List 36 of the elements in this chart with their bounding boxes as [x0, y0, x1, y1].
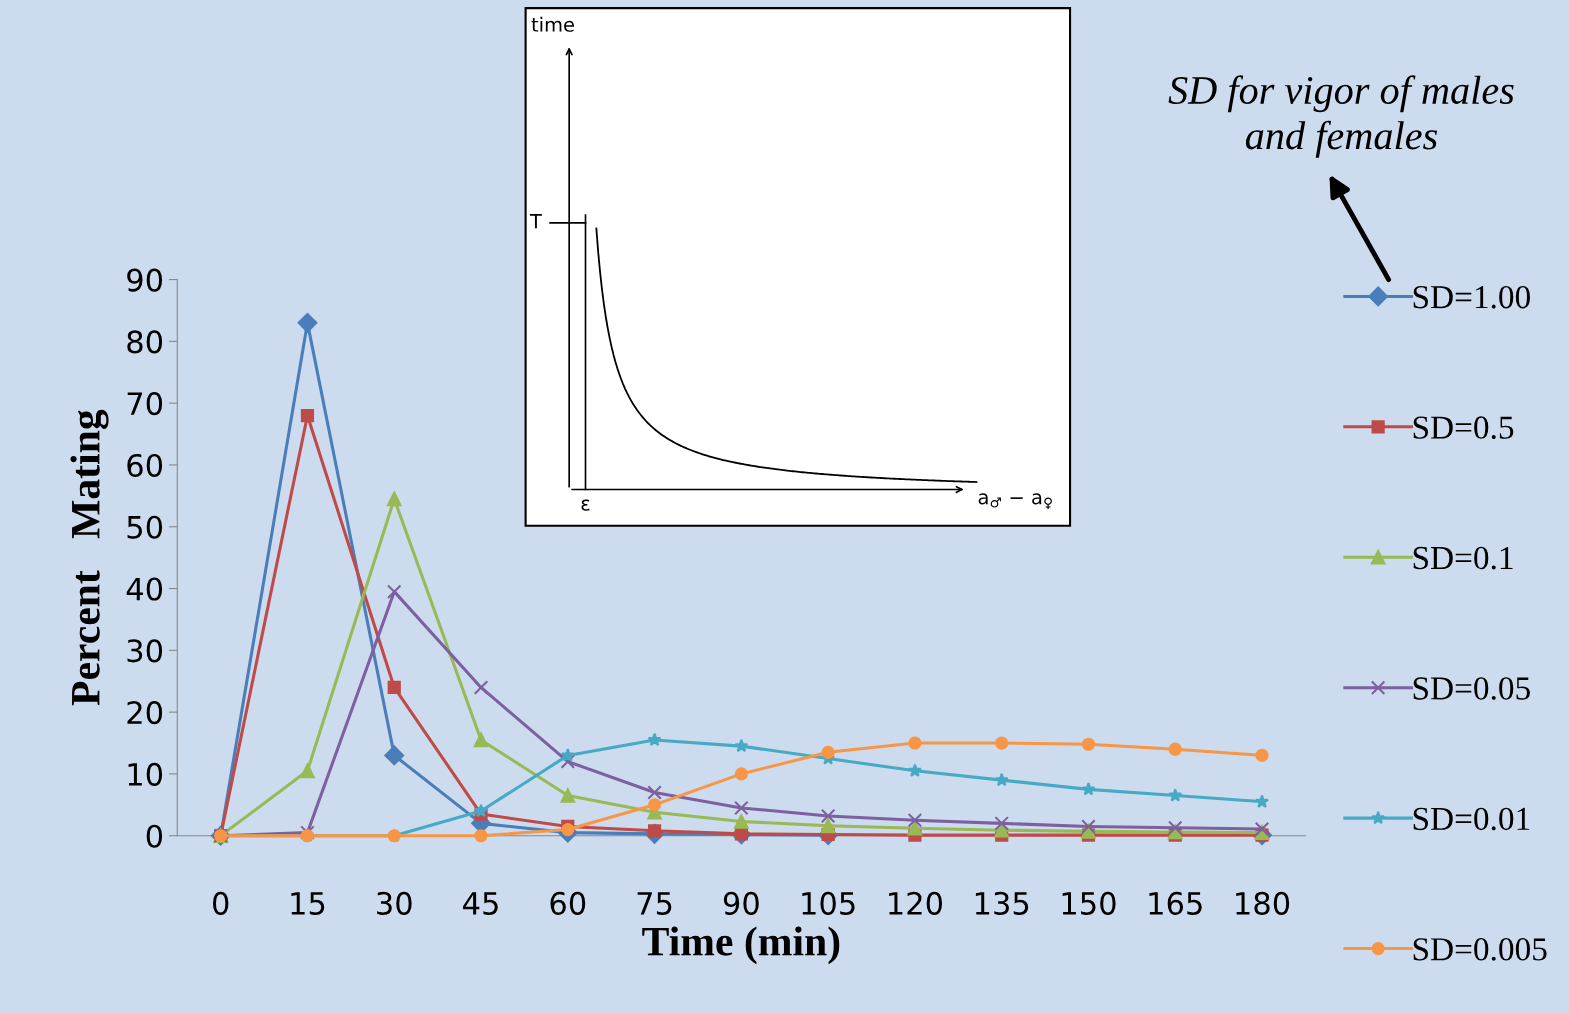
annotation: ε	[581, 499, 590, 511]
legend-label: SD=1.00	[1413, 285, 1530, 309]
x-tick-label: 90	[723, 891, 759, 915]
y-tick-label: 20	[127, 701, 163, 725]
x-axis-title: Time (min)	[642, 926, 840, 965]
y-tick-label: 90	[127, 268, 163, 292]
legend-label: SD=0.005	[1413, 938, 1547, 961]
x-tick-label: 30	[377, 891, 412, 915]
x-tick-label: 15	[291, 892, 325, 915]
y-tick-label: 70	[127, 392, 163, 416]
legend-label: SD=0.01	[1413, 807, 1530, 831]
x-tick-label: 165	[1149, 891, 1202, 915]
y-axis-title: Percent Mating	[70, 409, 109, 706]
x-tick-label: 150	[1062, 891, 1116, 915]
x-tick-label: 135	[975, 891, 1029, 915]
legend-label: SD=0.5	[1413, 416, 1514, 439]
y-tick-label: 40	[126, 577, 163, 601]
text: time	[531, 16, 574, 32]
x-tick-label: 0	[212, 891, 229, 915]
legend-label: SD=0.1	[1413, 546, 1513, 570]
x-tick-label: 45	[463, 892, 498, 915]
y-tick-label: 50	[127, 515, 163, 539]
x-tick-label: 105	[802, 891, 855, 915]
y-tick-label: 10	[128, 762, 163, 786]
y-tick-label: 0	[146, 824, 163, 848]
legend-label: SD=0.05	[1413, 677, 1530, 700]
text: T	[529, 214, 542, 229]
y-tick-label: 30	[127, 639, 163, 663]
y-tick-label: 60	[127, 453, 163, 478]
x-tick-label: 120	[889, 891, 943, 915]
x-tick-label: 180	[1236, 891, 1290, 915]
annotation: a$_{♂}$ − a$_{♀}$	[978, 493, 1052, 510]
x-tick-label: 75	[637, 892, 672, 915]
x-tick-label: 60	[550, 891, 586, 915]
text: SD for vigor of males and females	[1168, 75, 1514, 158]
y-tick-label: 80	[127, 330, 163, 354]
